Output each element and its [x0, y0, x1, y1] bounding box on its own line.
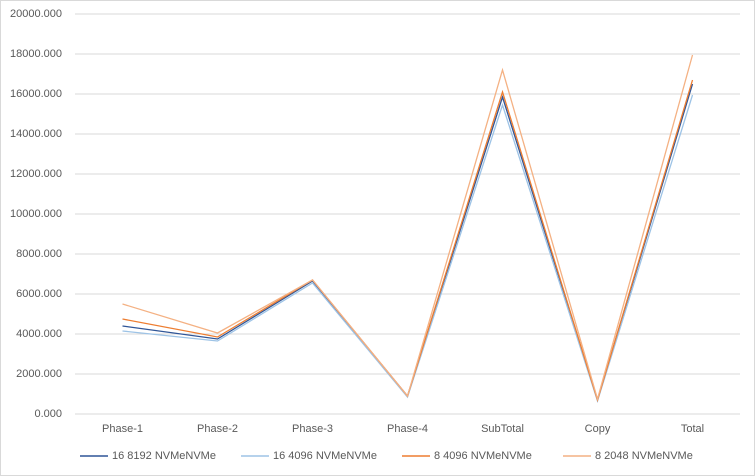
legend-label: 16 8192 NVMeNVMe — [112, 450, 216, 462]
legend-label: 16 4096 NVMeNVMe — [273, 450, 377, 462]
x-tick-label: Copy — [585, 423, 611, 435]
x-tick-label: SubTotal — [481, 423, 524, 435]
y-tick-label: 16000.000 — [10, 88, 62, 100]
y-tick-label: 6000.000 — [16, 288, 62, 300]
legend-label: 8 4096 NVMeNVMe — [434, 450, 532, 462]
y-tick-label: 4000.000 — [16, 328, 62, 340]
line-series — [122, 54, 694, 402]
y-tick-label: 8000.000 — [16, 248, 62, 260]
x-tick-label: Phase-3 — [292, 423, 333, 435]
y-tick-label: 14000.000 — [10, 128, 62, 140]
x-tick-label: Phase-2 — [197, 423, 238, 435]
x-tick-label: Total — [681, 423, 704, 435]
legend-label: 8 2048 NVMeNVMe — [595, 450, 693, 462]
y-tick-label: 10000.000 — [10, 208, 62, 220]
y-tick-label: 12000.000 — [10, 168, 62, 180]
y-tick-label: 2000.000 — [16, 368, 62, 380]
x-tick-label: Phase-1 — [102, 423, 143, 435]
y-tick-label: 0.000 — [34, 408, 62, 420]
y-tick-label: 20000.000 — [10, 8, 62, 20]
x-tick-label: Phase-4 — [387, 423, 428, 435]
y-tick-label: 18000.000 — [10, 48, 62, 60]
